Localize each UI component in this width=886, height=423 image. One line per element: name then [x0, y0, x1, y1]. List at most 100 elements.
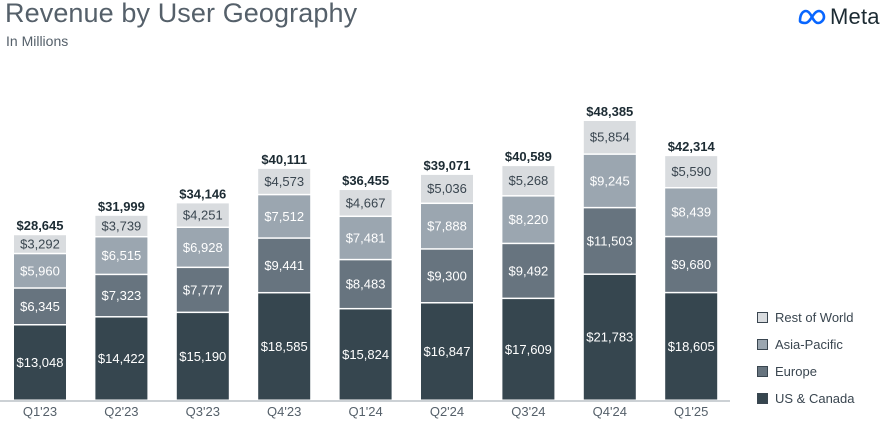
segment-value-label: $17,609 — [505, 342, 552, 357]
bar-total-label: $28,645 — [17, 218, 64, 233]
legend-label: Asia-Pacific — [775, 337, 843, 352]
bar-segment-us-canada — [95, 317, 148, 400]
legend-item-us-canada: US & Canada — [757, 385, 855, 412]
segment-value-label: $21,783 — [586, 330, 633, 345]
bar-total-label: $34,146 — [179, 186, 226, 201]
x-tick-label: Q4'24 — [593, 404, 627, 419]
legend-label: Europe — [775, 364, 817, 379]
segment-value-label: $3,739 — [102, 218, 142, 233]
bar-segment-europe — [258, 238, 311, 292]
segment-value-label: $14,422 — [98, 351, 145, 366]
segment-value-label: $15,824 — [342, 347, 389, 362]
legend-swatch — [757, 339, 768, 350]
bar-segment-asia-pacific — [665, 188, 718, 236]
bar-segment-asia-pacific — [176, 228, 229, 267]
legend-label: Rest of World — [775, 310, 854, 325]
segment-value-label: $5,590 — [671, 164, 711, 179]
bar-segment-rest-of-world — [176, 203, 229, 227]
segment-value-label: $9,492 — [509, 263, 549, 278]
legend-item-asia-pacific: Asia-Pacific — [757, 331, 855, 358]
segment-value-label: $7,888 — [427, 219, 467, 234]
x-tick-label: Q1'25 — [674, 404, 708, 419]
segment-value-label: $7,481 — [346, 230, 386, 245]
bar-segment-rest-of-world — [583, 121, 636, 154]
bars-group: $13,048 $6,345 $5,960 $3,292 $28,645 $14,422 $… — [14, 104, 718, 400]
segment-value-label: $9,245 — [590, 173, 630, 188]
bar-segment-rest-of-world — [421, 174, 473, 203]
bar-segment-asia-pacific — [339, 217, 392, 259]
segment-value-label: $5,960 — [20, 263, 60, 278]
x-tick-label: Q3'23 — [186, 404, 220, 419]
segment-value-label: $5,268 — [509, 173, 549, 188]
segment-value-label: $13,048 — [17, 355, 64, 370]
bar-segment-asia-pacific — [14, 254, 66, 288]
segment-value-label: $9,300 — [427, 268, 467, 283]
legend-swatch — [757, 312, 768, 323]
segment-value-label: $4,667 — [346, 195, 386, 210]
segment-value-label: $8,483 — [346, 277, 386, 292]
bar-segment-europe — [421, 249, 473, 303]
bar-segment-rest-of-world — [258, 168, 311, 194]
chart-subtitle: In Millions — [6, 33, 69, 49]
bar-segment-rest-of-world — [339, 190, 392, 216]
segment-value-label: $4,573 — [264, 174, 304, 189]
bar-segment-europe — [583, 208, 636, 274]
bar-segment-asia-pacific — [502, 196, 555, 243]
bar-total-label: $40,589 — [505, 149, 552, 164]
segment-value-label: $8,439 — [671, 205, 711, 220]
segment-value-label: $7,512 — [264, 209, 304, 224]
bar-total-label: $36,455 — [342, 173, 389, 188]
segment-value-label: $5,036 — [427, 181, 467, 196]
segment-value-label: $8,220 — [509, 212, 549, 227]
bar-segment-europe — [339, 260, 392, 308]
segment-value-label: $6,928 — [183, 240, 223, 255]
bar-segment-europe — [14, 288, 66, 324]
meta-logo: Meta — [797, 4, 880, 30]
x-tick-label: Q2'23 — [104, 404, 138, 419]
bar-total-label: $31,999 — [98, 199, 145, 214]
bar-segment-asia-pacific — [583, 154, 636, 207]
bar-segment-us-canada — [502, 299, 555, 400]
bar-segment-rest-of-world — [665, 156, 718, 187]
segment-value-label: $18,605 — [668, 339, 715, 354]
segment-value-label: $18,585 — [261, 339, 308, 354]
bar-segment-us-canada — [583, 274, 636, 400]
x-tick-label: Q1'23 — [23, 404, 57, 419]
legend-label: US & Canada — [775, 391, 855, 406]
x-tick-label: Q1'24 — [348, 404, 382, 419]
chart-title: Revenue by User Geography — [5, 0, 358, 28]
bar-total-label: $48,385 — [586, 104, 633, 119]
bar-segment-us-canada — [421, 303, 473, 400]
meta-logo-text: Meta — [830, 4, 880, 29]
bar-total-label: $39,071 — [424, 158, 471, 173]
legend-swatch — [757, 393, 768, 404]
bar-segment-europe — [176, 268, 229, 312]
bar-segment-asia-pacific — [258, 195, 311, 238]
bar-segment-rest-of-world — [14, 235, 66, 253]
x-tick-label: Q4'23 — [267, 404, 301, 419]
bar-total-label: $40,111 — [261, 152, 307, 167]
legend-item-rest-of-world: Rest of World — [757, 304, 855, 331]
segment-value-label: $5,854 — [590, 130, 630, 145]
segment-value-label: $3,292 — [20, 237, 60, 252]
bar-segment-europe — [502, 244, 555, 298]
bar-segment-us-canada — [665, 293, 718, 400]
segment-value-label: $7,323 — [102, 288, 142, 303]
bar-segment-us-canada — [176, 313, 229, 400]
segment-value-label: $4,251 — [183, 207, 223, 222]
segment-value-label: $11,503 — [587, 233, 633, 248]
segment-value-label: $6,515 — [102, 248, 142, 263]
bar-segment-asia-pacific — [95, 237, 148, 274]
segment-value-label: $6,345 — [20, 299, 60, 314]
bar-segment-asia-pacific — [421, 204, 473, 249]
legend-swatch — [757, 366, 768, 377]
bar-segment-europe — [95, 275, 148, 317]
bar-segment-us-canada — [258, 293, 311, 400]
segment-value-label: $16,847 — [424, 344, 471, 359]
chart-legend: Rest of World Asia-Pacific Europe US & Cana… — [757, 304, 855, 412]
segment-value-label: $7,777 — [183, 282, 223, 297]
bar-total-label: $42,314 — [668, 139, 716, 154]
bar-segment-us-canada — [339, 309, 392, 400]
meta-infinity-icon — [798, 9, 826, 25]
